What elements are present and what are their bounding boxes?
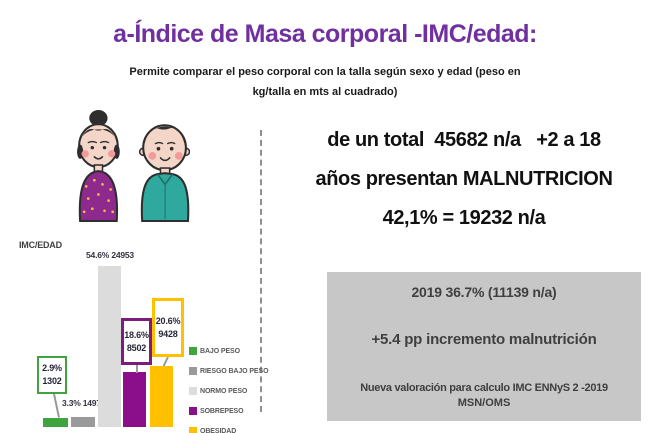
obesidad-callout: 20.6% 9428: [152, 298, 184, 357]
legend-label: OBESIDAD: [200, 427, 237, 433]
chart-title: IMC/EDAD: [19, 240, 62, 250]
subtitle-line-1: Permite comparar el peso corporal con la…: [129, 66, 521, 78]
people-illustration: [77, 110, 190, 222]
sobrepeso-callout-connector: [136, 365, 138, 373]
summary-line-1: de un total 45682 n/a +2 a 18: [327, 129, 601, 151]
vertical-dashed-divider: [260, 130, 262, 412]
obesidad-pct: 20.6%: [155, 315, 181, 326]
riesgo-bajo-peso-pct: 3.3%: [62, 398, 81, 408]
riesgo-bajo-peso-count: 1497: [82, 398, 101, 408]
page-subtitle: Permite comparar el peso corporal con la…: [105, 62, 545, 102]
info-source-line-1: Nueva valoración para calculo IMC ENNyS …: [360, 382, 608, 394]
sobrepeso-pct: 18.6%: [124, 329, 149, 340]
legend-item-sobrepeso: SOBREPESO: [189, 401, 268, 421]
normo-peso-pct: 54.6%: [86, 250, 110, 260]
obesidad-count: 9428: [158, 328, 178, 339]
summary-line-3: 42,1% = 19232 n/a: [382, 207, 546, 229]
bar-sobrepeso: [123, 372, 146, 427]
info-box: 2019 36.7% (11139 n/a) +5.4 pp increment…: [327, 272, 641, 421]
woman-cartoon-icon: [77, 110, 120, 222]
bar-bajo-peso: [43, 418, 68, 427]
legend-item-bajo-peso: BAJO PESO: [189, 341, 268, 361]
bajo-peso-callout: 2.9% 1302: [37, 356, 67, 394]
page-title: a-Índice de Masa corporal -IMC/edad:: [113, 20, 537, 48]
legend-swatch-icon: [189, 347, 197, 355]
legend-swatch-icon: [189, 427, 197, 433]
riesgo-bajo-peso-label: 3.3% 1497: [62, 398, 101, 408]
legend-swatch-icon: [189, 407, 197, 415]
obesidad-callout-connector: [162, 356, 169, 367]
bajo-peso-callout-connector: [53, 393, 60, 418]
legend-item-obesidad: OBESIDAD: [189, 421, 268, 433]
chart-legend: BAJO PESO RIESGO BAJO PESO NORMO PESO SOBRE…: [189, 341, 269, 433]
legend-swatch-icon: [189, 387, 197, 395]
info-increment: +5.4 pp incremento malnutrición: [371, 331, 597, 348]
normo-peso-label: 54.6% 24953: [80, 250, 140, 260]
sobrepeso-count: 8502: [126, 342, 147, 353]
legend-item-normo-peso: NORMO PESO: [189, 381, 268, 401]
bar-riesgo-bajo-peso: [71, 417, 95, 427]
bar-normo-peso: [98, 266, 121, 427]
bajo-peso-pct: 2.9%: [42, 363, 62, 373]
legend-item-riesgo-bajo-peso: RIESGO BAJO PESO: [189, 361, 269, 381]
summary-line-2: años presentan MALNUTRICION: [315, 168, 613, 190]
subtitle-line-2: kg/talla en mts al cuadrado): [252, 86, 398, 98]
legend-label: SOBREPESO: [200, 407, 244, 415]
legend-label: NORMO PESO: [200, 387, 248, 395]
bajo-peso-count: 1302: [42, 376, 62, 386]
legend-label: BAJO PESO: [200, 347, 240, 355]
legend-label: RIESGO BAJO PESO: [200, 367, 269, 375]
info-source-line-2: MSN/OMS: [457, 397, 511, 409]
man-cartoon-icon: [138, 124, 190, 222]
normo-peso-count: 24953: [111, 250, 134, 260]
legend-swatch-icon: [189, 367, 197, 375]
summary-text: de un total 45682 n/a +2 a 18 años prese…: [283, 121, 645, 238]
bar-obesidad: [150, 366, 173, 427]
info-2019-value: 2019 36.7% (11139 n/a): [411, 284, 557, 300]
sobrepeso-callout: 18.6% 8502: [121, 318, 152, 365]
